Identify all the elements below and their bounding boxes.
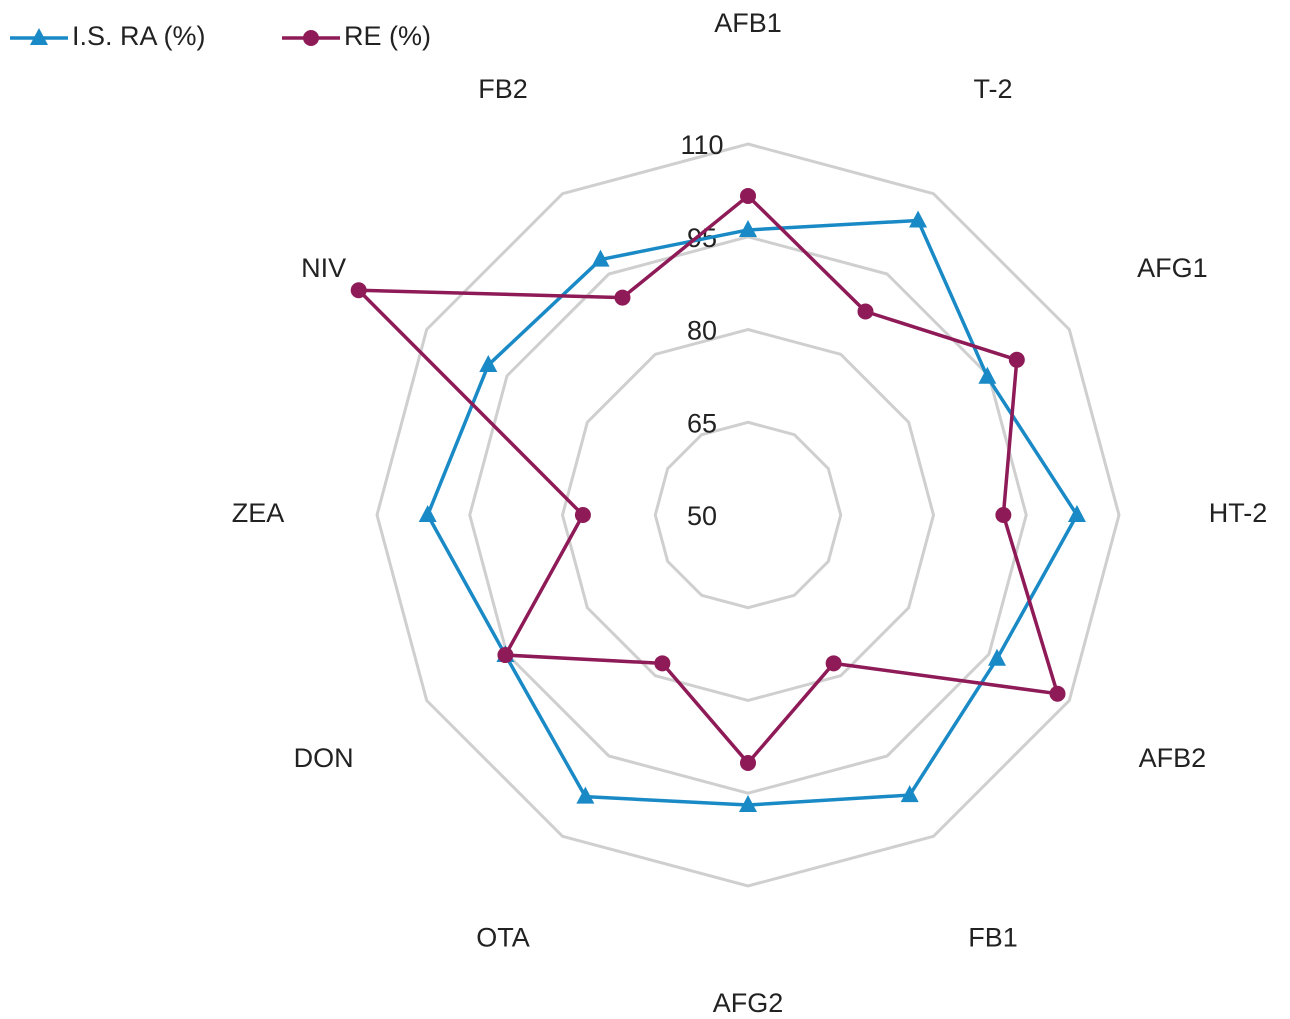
- category-label: DON: [294, 743, 354, 773]
- data-point: [978, 366, 997, 384]
- grid-ring: [375, 142, 1121, 888]
- data-point: [418, 505, 437, 522]
- legend-label: I.S. RA (%): [72, 21, 206, 51]
- grid-ring: [653, 420, 843, 610]
- data-point: [479, 355, 498, 373]
- category-label: AFG2: [713, 988, 784, 1018]
- data-point: [857, 303, 874, 320]
- r-tick-label: 50: [687, 501, 717, 531]
- category-label: AFG1: [1137, 253, 1208, 283]
- data-point: [825, 655, 842, 672]
- data-point: [574, 507, 591, 523]
- series-line: [356, 194, 1060, 765]
- category-label: T-2: [973, 74, 1012, 104]
- data-point: [1008, 351, 1025, 368]
- data-point: [654, 655, 671, 672]
- category-label: AFB2: [1139, 743, 1207, 773]
- legend-label: RE (%): [344, 21, 431, 51]
- data-point: [591, 249, 610, 267]
- data-point: [740, 187, 756, 204]
- legend-marker: [303, 30, 319, 46]
- data-point: [1049, 685, 1066, 702]
- data-point: [614, 289, 631, 306]
- category-label: FB2: [478, 74, 528, 104]
- r-tick-label: 80: [687, 316, 717, 346]
- data-point: [739, 219, 757, 237]
- series-line: [425, 218, 1079, 807]
- category-label: ZEA: [232, 498, 285, 528]
- grid-ring: [560, 327, 936, 703]
- category-label: HT-2: [1209, 498, 1268, 528]
- category-label: FB1: [968, 922, 1018, 952]
- r-tick-label: 110: [680, 130, 723, 160]
- data-point: [1067, 505, 1086, 522]
- data-point: [739, 794, 757, 812]
- category-label: OTA: [476, 922, 530, 952]
- data-point: [909, 210, 928, 228]
- data-point: [576, 786, 595, 804]
- category-label: NIV: [301, 253, 346, 283]
- grid-ring: [468, 235, 1028, 795]
- data-point: [995, 507, 1012, 523]
- category-label: AFB1: [714, 8, 782, 38]
- legend-marker: [30, 28, 48, 45]
- data-point: [740, 754, 756, 771]
- data-point: [350, 282, 367, 299]
- data-point: [497, 647, 514, 664]
- r-tick-label: 65: [687, 408, 717, 438]
- data-point: [988, 648, 1007, 666]
- data-point: [900, 785, 919, 803]
